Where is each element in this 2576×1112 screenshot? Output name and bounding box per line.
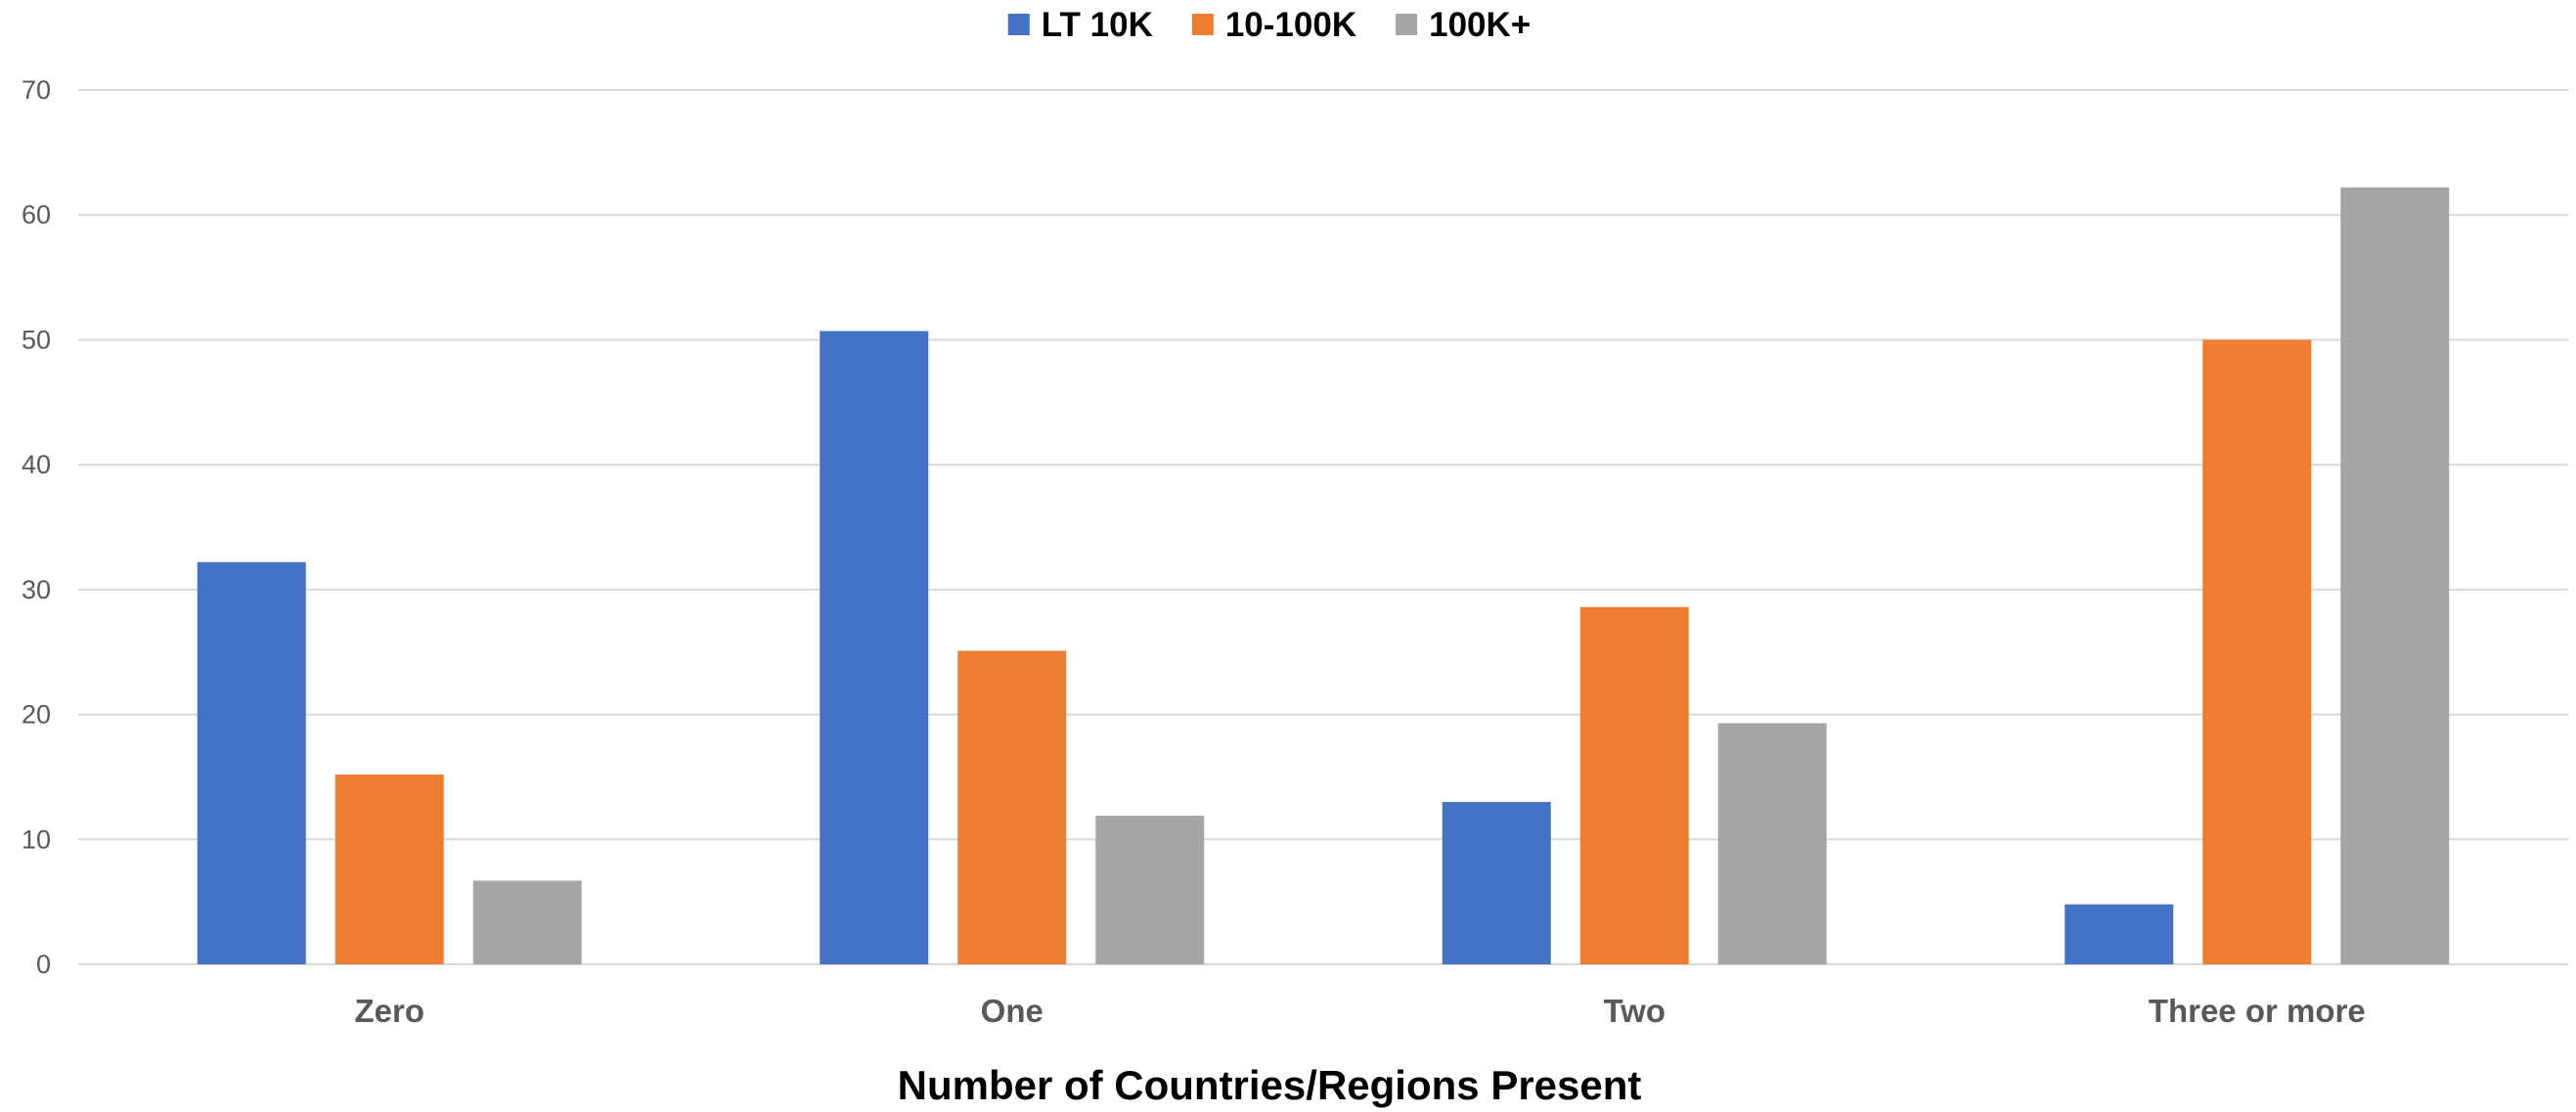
y-tick-label: 30 [22,575,51,604]
y-tick-label: 10 [22,824,51,854]
y-tick-label: 20 [22,700,51,730]
legend: LT 10K 10-100K 100K+ [1007,6,1531,44]
y-tick-label: 50 [22,325,51,354]
legend-swatch [1191,14,1214,35]
x-category-label: Two [1603,993,1666,1029]
bar-lt-10k-two [1442,801,1551,964]
bar-100k--one [1095,816,1205,964]
bar-100k--zero [472,880,582,964]
y-tick-label: 70 [22,75,51,105]
bar-10-100k-three-or-more [2202,339,2312,964]
bar-lt-10k-three-or-more [2065,904,2174,964]
y-tick-label: 40 [22,450,51,479]
bar-10-100k-one [957,650,1067,964]
legend-item: LT 10K [1007,6,1153,44]
legend-item: 10-100K [1191,6,1356,44]
bar-10-100k-two [1579,606,1689,964]
y-tick-label: 0 [36,950,51,979]
y-tick-label: 60 [22,200,51,230]
bar-lt-10k-zero [197,561,306,964]
legend-item: 100K+ [1396,6,1531,44]
y-axis-ticks: 0 10 20 30 40 50 60 70 [22,75,51,979]
legend-swatch [1396,14,1418,35]
bar-100k--two [1717,723,1827,964]
legend-label: LT 10K [1042,6,1153,44]
bar-10-100k-zero [334,774,444,964]
legend-label: 100K+ [1429,6,1531,44]
x-category-label: One [981,993,1044,1029]
bars [197,187,2450,965]
x-category-label: Three or more [2149,993,2366,1029]
legend-label: 10-100K [1225,6,1356,44]
gridlines [78,89,2568,965]
x-axis-categories: Zero One Two Three or more [354,993,2365,1029]
bar-lt-10k-one [820,331,929,964]
x-category-label: Zero [354,993,424,1029]
bar-100k--three-or-more [2340,187,2450,965]
x-axis-title: Number of Countries/Regions Present [898,1062,1642,1108]
legend-swatch [1007,14,1030,35]
